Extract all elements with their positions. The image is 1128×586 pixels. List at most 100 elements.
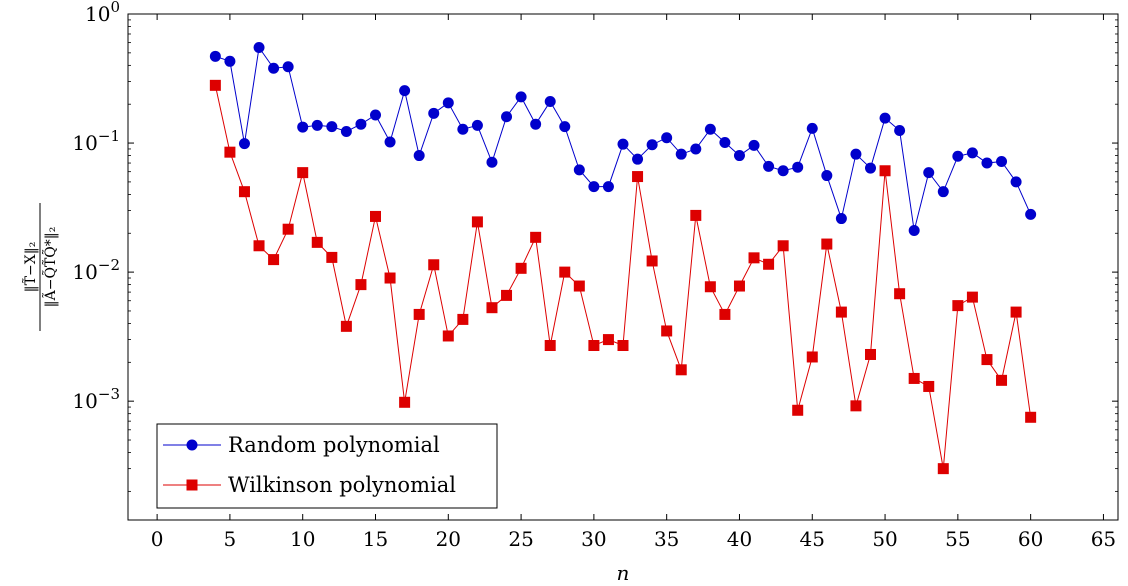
legend-label-random: Random polynomial xyxy=(228,433,440,457)
data-point xyxy=(646,139,658,151)
data-point xyxy=(224,55,236,67)
data-point xyxy=(865,162,876,174)
data-point xyxy=(588,339,600,351)
data-point xyxy=(268,254,280,266)
x-tick-labels: 0 5 10 15 20 25 30 35 40 45 50 55 60 65 xyxy=(151,527,1116,551)
plot-area-frame xyxy=(127,13,1119,521)
data-point xyxy=(486,302,498,314)
y-tick-labels: 100 10−1 10−2 10−3 xyxy=(72,0,120,413)
data-point xyxy=(1025,411,1037,423)
data-point xyxy=(821,238,833,250)
data-point xyxy=(297,121,309,133)
data-point xyxy=(733,150,745,162)
data-point xyxy=(326,121,338,133)
data-point xyxy=(923,167,935,179)
data-point xyxy=(981,354,993,366)
series-group xyxy=(209,42,1037,475)
data-point xyxy=(763,160,775,172)
data-point xyxy=(370,210,381,222)
data-point xyxy=(559,121,571,133)
axis-ticks xyxy=(128,13,1118,520)
data-point xyxy=(311,119,323,131)
x-tick-label: 35 xyxy=(654,527,679,551)
data-point xyxy=(981,157,993,169)
data-point xyxy=(399,396,411,408)
x-tick-label: 60 xyxy=(1018,527,1043,551)
data-point xyxy=(952,150,964,162)
data-point xyxy=(486,156,498,168)
data-point xyxy=(282,223,294,235)
x-tick-label: 20 xyxy=(436,527,461,551)
data-point xyxy=(355,279,367,291)
data-point xyxy=(748,139,760,151)
data-point xyxy=(224,146,236,158)
y-tick-label: 10−2 xyxy=(72,256,120,284)
data-point xyxy=(908,372,920,384)
data-point xyxy=(559,266,571,278)
x-tick-label: 65 xyxy=(1091,527,1116,551)
data-point xyxy=(1010,176,1022,188)
data-point xyxy=(748,252,760,264)
data-point xyxy=(588,181,600,193)
data-point xyxy=(384,136,396,148)
data-point xyxy=(238,138,250,150)
data-point xyxy=(442,330,454,342)
data-point xyxy=(763,258,775,270)
data-point xyxy=(850,148,862,160)
data-point xyxy=(238,186,250,198)
data-point xyxy=(908,225,920,237)
data-point xyxy=(865,348,876,360)
y-axis-label-denominator: ‖Ã−Q̃T̃Q̃*‖₂ xyxy=(41,227,59,308)
data-point xyxy=(690,143,702,155)
legend-label-wilkinson: Wilkinson polynomial xyxy=(228,473,456,497)
data-point xyxy=(282,61,294,73)
x-tick-label: 25 xyxy=(508,527,533,551)
data-point xyxy=(806,351,818,363)
data-point xyxy=(879,112,891,124)
data-point xyxy=(340,320,352,332)
data-point xyxy=(370,109,381,121)
data-point xyxy=(413,308,425,320)
x-tick-label: 5 xyxy=(224,527,237,551)
data-point xyxy=(573,164,585,176)
data-point xyxy=(966,291,978,303)
data-point xyxy=(894,125,906,137)
data-point xyxy=(835,306,847,318)
data-point xyxy=(661,132,673,144)
data-point xyxy=(646,255,658,267)
y-tick-label: 100 xyxy=(85,0,120,26)
data-point xyxy=(879,165,891,177)
legend-entry-random: Random polynomial xyxy=(163,433,440,457)
data-point xyxy=(894,288,906,300)
data-point xyxy=(850,400,862,412)
y-tick-label: 10−3 xyxy=(72,385,120,413)
data-point xyxy=(966,147,978,159)
data-point xyxy=(704,123,716,135)
legend-marker-random xyxy=(186,439,198,451)
x-tick-label: 0 xyxy=(151,527,164,551)
data-point xyxy=(530,231,542,243)
x-tick-label: 30 xyxy=(581,527,606,551)
x-tick-label: 45 xyxy=(800,527,825,551)
x-axis-label: n xyxy=(617,561,630,585)
data-point xyxy=(209,50,221,62)
data-point xyxy=(792,161,804,173)
data-point xyxy=(777,240,789,252)
data-point xyxy=(821,170,833,182)
data-point xyxy=(1010,306,1022,318)
data-point xyxy=(253,240,265,252)
x-tick-label: 15 xyxy=(363,527,388,551)
data-point xyxy=(937,463,949,475)
data-point xyxy=(544,339,556,351)
data-point xyxy=(661,325,673,337)
y-tick-label: 10−1 xyxy=(72,127,120,155)
data-point xyxy=(923,380,935,392)
data-point xyxy=(675,364,687,376)
data-point xyxy=(515,262,527,274)
legend-entry-wilkinson: Wilkinson polynomial xyxy=(163,473,456,497)
data-point xyxy=(297,167,309,179)
data-point xyxy=(399,85,411,97)
data-point xyxy=(806,122,818,134)
data-point xyxy=(457,313,469,325)
